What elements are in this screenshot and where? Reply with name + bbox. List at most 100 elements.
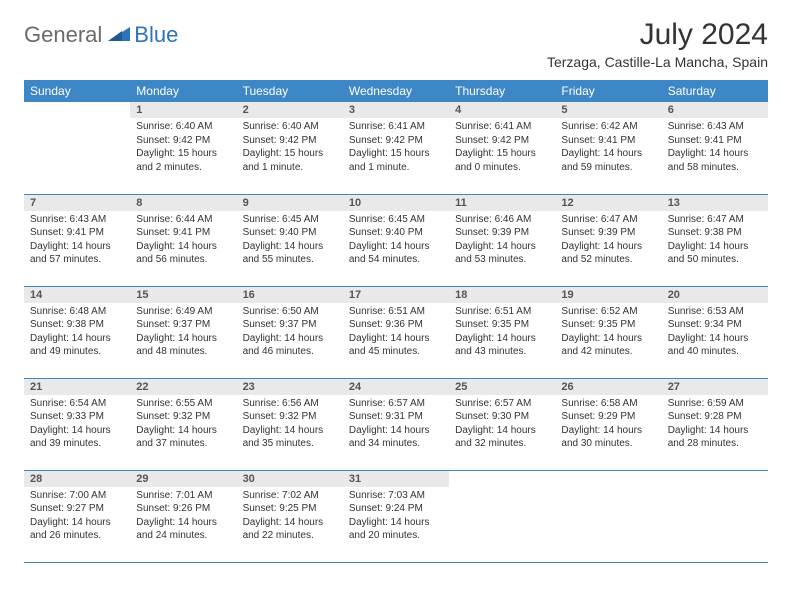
day-detail-line: and 34 minutes. <box>349 437 443 451</box>
day-number: 17 <box>343 287 449 303</box>
day-detail-line: Sunrise: 6:52 AM <box>561 305 655 319</box>
weekday-header: Saturday <box>662 80 768 102</box>
day-detail-line: and 49 minutes. <box>30 345 124 359</box>
day-number: 22 <box>130 379 236 395</box>
day-detail-line: Sunset: 9:42 PM <box>243 134 337 148</box>
day-number: 12 <box>555 195 661 211</box>
day-number: 29 <box>130 471 236 487</box>
day-details: Sunrise: 6:51 AMSunset: 9:35 PMDaylight:… <box>449 303 555 363</box>
day-detail-line: Daylight: 15 hours <box>349 147 443 161</box>
day-detail-line: Sunset: 9:34 PM <box>668 318 762 332</box>
day-details: Sunrise: 6:43 AMSunset: 9:41 PMDaylight:… <box>662 118 768 178</box>
calendar-cell: 6Sunrise: 6:43 AMSunset: 9:41 PMDaylight… <box>662 102 768 194</box>
calendar-table: SundayMondayTuesdayWednesdayThursdayFrid… <box>24 80 768 563</box>
day-details: Sunrise: 6:53 AMSunset: 9:34 PMDaylight:… <box>662 303 768 363</box>
calendar-cell: 15Sunrise: 6:49 AMSunset: 9:37 PMDayligh… <box>130 286 236 378</box>
day-details: Sunrise: 6:40 AMSunset: 9:42 PMDaylight:… <box>237 118 343 178</box>
day-details: Sunrise: 6:41 AMSunset: 9:42 PMDaylight:… <box>449 118 555 178</box>
calendar-cell: 11Sunrise: 6:46 AMSunset: 9:39 PMDayligh… <box>449 194 555 286</box>
day-detail-line: Sunrise: 7:03 AM <box>349 489 443 503</box>
calendar-cell: 10Sunrise: 6:45 AMSunset: 9:40 PMDayligh… <box>343 194 449 286</box>
day-detail-line: Daylight: 14 hours <box>349 240 443 254</box>
day-detail-line: and 1 minute. <box>243 161 337 175</box>
day-details: Sunrise: 6:50 AMSunset: 9:37 PMDaylight:… <box>237 303 343 363</box>
day-detail-line: Sunrise: 6:57 AM <box>455 397 549 411</box>
day-detail-line: and 35 minutes. <box>243 437 337 451</box>
day-detail-line: Daylight: 14 hours <box>136 424 230 438</box>
day-number: 10 <box>343 195 449 211</box>
day-detail-line: and 22 minutes. <box>243 529 337 543</box>
day-number: 28 <box>24 471 130 487</box>
day-detail-line: Daylight: 14 hours <box>561 332 655 346</box>
day-detail-line: and 54 minutes. <box>349 253 443 267</box>
calendar-cell: 20Sunrise: 6:53 AMSunset: 9:34 PMDayligh… <box>662 286 768 378</box>
day-detail-line: Daylight: 15 hours <box>136 147 230 161</box>
day-details: Sunrise: 6:46 AMSunset: 9:39 PMDaylight:… <box>449 211 555 271</box>
day-detail-line: and 40 minutes. <box>668 345 762 359</box>
calendar-week-row: 21Sunrise: 6:54 AMSunset: 9:33 PMDayligh… <box>24 378 768 470</box>
day-detail-line: Sunrise: 6:54 AM <box>30 397 124 411</box>
day-detail-line: Sunrise: 6:40 AM <box>136 120 230 134</box>
day-detail-line: Sunrise: 6:47 AM <box>668 213 762 227</box>
day-detail-line: Sunset: 9:32 PM <box>243 410 337 424</box>
day-detail-line: Sunrise: 6:43 AM <box>30 213 124 227</box>
day-detail-line: Daylight: 14 hours <box>30 240 124 254</box>
day-detail-line: Daylight: 14 hours <box>561 240 655 254</box>
day-detail-line: Sunrise: 7:02 AM <box>243 489 337 503</box>
location-subtitle: Terzaga, Castille-La Mancha, Spain <box>547 54 768 70</box>
day-detail-line: and 43 minutes. <box>455 345 549 359</box>
day-number: 19 <box>555 287 661 303</box>
calendar-week-row: 14Sunrise: 6:48 AMSunset: 9:38 PMDayligh… <box>24 286 768 378</box>
day-detail-line: and 1 minute. <box>349 161 443 175</box>
day-detail-line: and 53 minutes. <box>455 253 549 267</box>
day-detail-line: and 57 minutes. <box>30 253 124 267</box>
weekday-header: Friday <box>555 80 661 102</box>
day-detail-line: Sunset: 9:42 PM <box>136 134 230 148</box>
calendar-cell: 22Sunrise: 6:55 AMSunset: 9:32 PMDayligh… <box>130 378 236 470</box>
calendar-cell: 12Sunrise: 6:47 AMSunset: 9:39 PMDayligh… <box>555 194 661 286</box>
day-details: Sunrise: 6:48 AMSunset: 9:38 PMDaylight:… <box>24 303 130 363</box>
calendar-cell: 1Sunrise: 6:40 AMSunset: 9:42 PMDaylight… <box>130 102 236 194</box>
day-detail-line: Sunrise: 6:43 AM <box>668 120 762 134</box>
day-detail-line: Daylight: 14 hours <box>668 147 762 161</box>
day-number: 26 <box>555 379 661 395</box>
day-number-empty <box>449 471 555 487</box>
title-block: July 2024 Terzaga, Castille-La Mancha, S… <box>547 18 768 70</box>
day-detail-line: Daylight: 14 hours <box>349 332 443 346</box>
day-detail-line: Daylight: 14 hours <box>136 240 230 254</box>
calendar-cell <box>555 470 661 562</box>
day-details: Sunrise: 6:47 AMSunset: 9:39 PMDaylight:… <box>555 211 661 271</box>
day-detail-line: Sunset: 9:38 PM <box>30 318 124 332</box>
calendar-cell: 24Sunrise: 6:57 AMSunset: 9:31 PMDayligh… <box>343 378 449 470</box>
day-detail-line: Sunset: 9:42 PM <box>455 134 549 148</box>
day-detail-line: and 59 minutes. <box>561 161 655 175</box>
calendar-cell: 13Sunrise: 6:47 AMSunset: 9:38 PMDayligh… <box>662 194 768 286</box>
day-detail-line: Sunset: 9:29 PM <box>561 410 655 424</box>
day-detail-line: Sunrise: 6:51 AM <box>349 305 443 319</box>
day-detail-line: Sunrise: 6:48 AM <box>30 305 124 319</box>
day-detail-line: and 37 minutes. <box>136 437 230 451</box>
day-detail-line: Sunset: 9:39 PM <box>561 226 655 240</box>
day-detail-line: Sunset: 9:35 PM <box>561 318 655 332</box>
calendar-week-row: 1Sunrise: 6:40 AMSunset: 9:42 PMDaylight… <box>24 102 768 194</box>
day-detail-line: Sunset: 9:41 PM <box>561 134 655 148</box>
day-detail-line: and 2 minutes. <box>136 161 230 175</box>
calendar-cell: 9Sunrise: 6:45 AMSunset: 9:40 PMDaylight… <box>237 194 343 286</box>
day-detail-line: Sunset: 9:24 PM <box>349 502 443 516</box>
calendar-cell: 19Sunrise: 6:52 AMSunset: 9:35 PMDayligh… <box>555 286 661 378</box>
day-detail-line: and 28 minutes. <box>668 437 762 451</box>
day-detail-line: Sunrise: 6:45 AM <box>349 213 443 227</box>
day-detail-line: Sunrise: 6:56 AM <box>243 397 337 411</box>
day-detail-line: Sunrise: 6:41 AM <box>349 120 443 134</box>
day-details: Sunrise: 7:01 AMSunset: 9:26 PMDaylight:… <box>130 487 236 547</box>
logo-text-blue: Blue <box>134 22 178 48</box>
day-details: Sunrise: 6:42 AMSunset: 9:41 PMDaylight:… <box>555 118 661 178</box>
day-number: 30 <box>237 471 343 487</box>
day-detail-line: Sunrise: 6:40 AM <box>243 120 337 134</box>
day-detail-line: Sunset: 9:26 PM <box>136 502 230 516</box>
day-detail-line: Daylight: 14 hours <box>243 516 337 530</box>
day-number: 11 <box>449 195 555 211</box>
day-details: Sunrise: 7:00 AMSunset: 9:27 PMDaylight:… <box>24 487 130 547</box>
calendar-cell: 18Sunrise: 6:51 AMSunset: 9:35 PMDayligh… <box>449 286 555 378</box>
day-details: Sunrise: 6:52 AMSunset: 9:35 PMDaylight:… <box>555 303 661 363</box>
